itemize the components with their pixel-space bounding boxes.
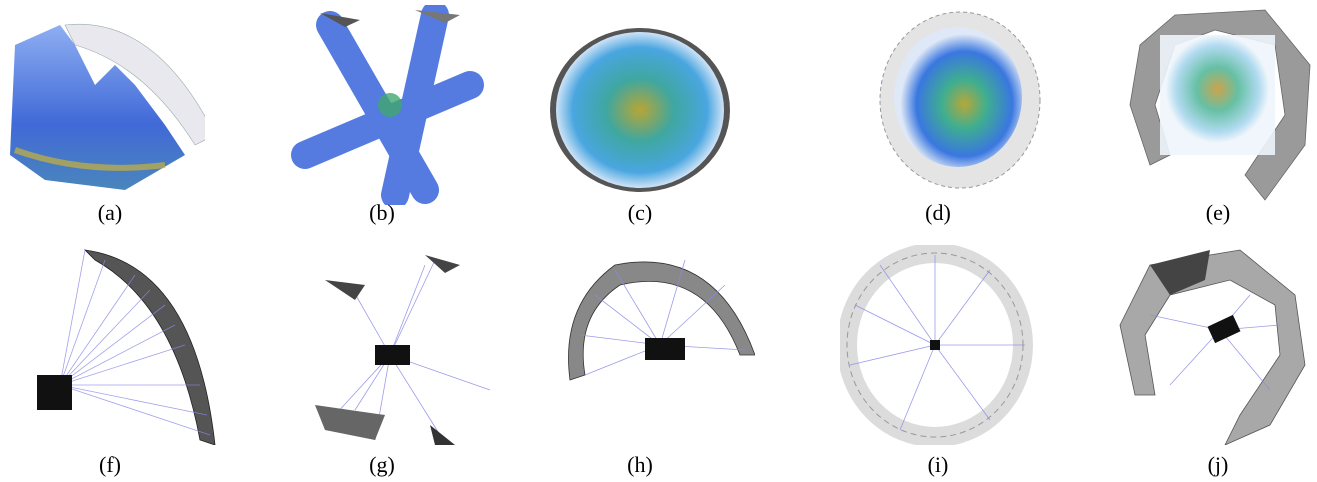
caption-d: (d) — [925, 200, 951, 225]
panel-c — [545, 5, 745, 205]
caption-i: (i) — [927, 452, 949, 477]
panel-e-render — [1129, 9, 1311, 201]
camera — [645, 338, 685, 360]
mesh-light — [1119, 249, 1306, 445]
mesh-dark — [83, 249, 216, 445]
panel-i — [840, 245, 1040, 445]
panel-f — [25, 245, 225, 445]
caption-f: (f) — [99, 452, 121, 477]
rays — [849, 255, 1025, 431]
panel-h-render — [568, 259, 755, 381]
panel-d — [860, 5, 1060, 205]
point-cloud — [10, 25, 185, 190]
caption-b: (b) — [369, 200, 395, 225]
panel-f-render — [37, 249, 216, 445]
rays — [59, 249, 211, 436]
camera — [930, 340, 940, 350]
voxel-cloud — [894, 27, 1022, 167]
fragment — [425, 255, 460, 273]
fragment — [325, 280, 365, 300]
mesh-dark-face — [1150, 250, 1210, 295]
fragment — [315, 405, 385, 440]
caption-g: (g) — [369, 452, 395, 477]
point-cloud-beams — [291, 5, 484, 205]
fragment — [415, 10, 460, 23]
center-density — [378, 93, 402, 117]
panel-b-render — [291, 5, 484, 205]
panel-g-render — [315, 255, 491, 445]
panel-h — [555, 245, 755, 445]
panel-j — [1110, 245, 1310, 445]
hot-band — [13, 147, 166, 171]
camera — [1207, 314, 1241, 344]
panel-i-render — [840, 245, 1033, 445]
caption-c: (c) — [627, 200, 653, 225]
fragment — [320, 13, 360, 27]
fragment — [430, 425, 455, 445]
shell-surface — [64, 23, 205, 146]
panel-b — [285, 5, 485, 205]
caption-j: (j) — [1207, 452, 1229, 477]
camera — [375, 345, 410, 365]
mesh-ring — [568, 261, 755, 381]
panel-g — [295, 245, 495, 445]
camera — [37, 375, 72, 410]
panel-d-render — [879, 11, 1041, 189]
panel-j-render — [1119, 249, 1306, 445]
caption-a: (a) — [97, 200, 123, 225]
panel-c-render — [550, 28, 730, 192]
point-cloud — [556, 32, 724, 188]
voxel-cloud — [1160, 35, 1275, 155]
panel-a-render — [10, 23, 205, 190]
panel-a — [5, 5, 205, 205]
panel-e — [1115, 5, 1315, 205]
caption-e: (e) — [1205, 200, 1231, 225]
caption-h: (h) — [627, 452, 653, 477]
